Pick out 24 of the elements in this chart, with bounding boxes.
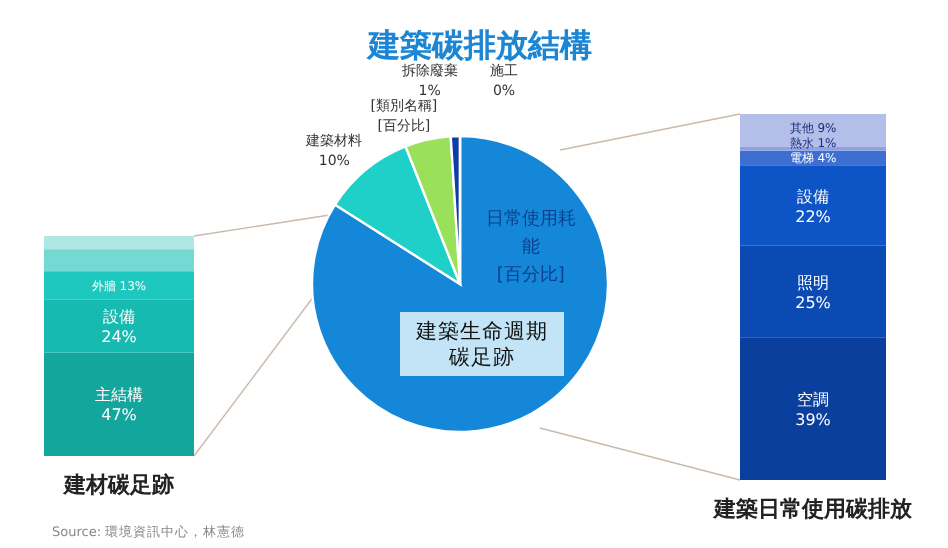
series-label: 空調 xyxy=(797,389,829,408)
data-label: 25% xyxy=(795,292,832,311)
series-label: 設備 xyxy=(103,307,135,326)
bar xyxy=(740,245,886,338)
series-label: 照明 xyxy=(797,272,829,291)
bar xyxy=(44,352,194,456)
bar xyxy=(44,299,194,353)
bar xyxy=(44,249,194,272)
data-label: 39% xyxy=(795,409,832,428)
bar xyxy=(740,337,886,480)
bar xyxy=(740,165,886,246)
bar xyxy=(44,271,194,300)
data-label: [百分比] xyxy=(496,263,565,286)
x-axis-title: 建材碳足跡 xyxy=(62,472,174,498)
text: 建築生命週期碳足跡 xyxy=(414,318,548,370)
data-label: 24% xyxy=(101,327,138,346)
slice-label: 日常使用耗能 xyxy=(485,207,576,258)
data-label: 22% xyxy=(795,206,832,225)
chart-title: 建築碳排放結構 xyxy=(364,26,592,64)
bar xyxy=(44,236,194,250)
data-label: 47% xyxy=(101,405,138,424)
x-axis-title: 建築日常使用碳排放 xyxy=(712,496,914,522)
series-label: 設備 xyxy=(797,186,829,205)
series-label: 主結構 xyxy=(95,385,143,404)
